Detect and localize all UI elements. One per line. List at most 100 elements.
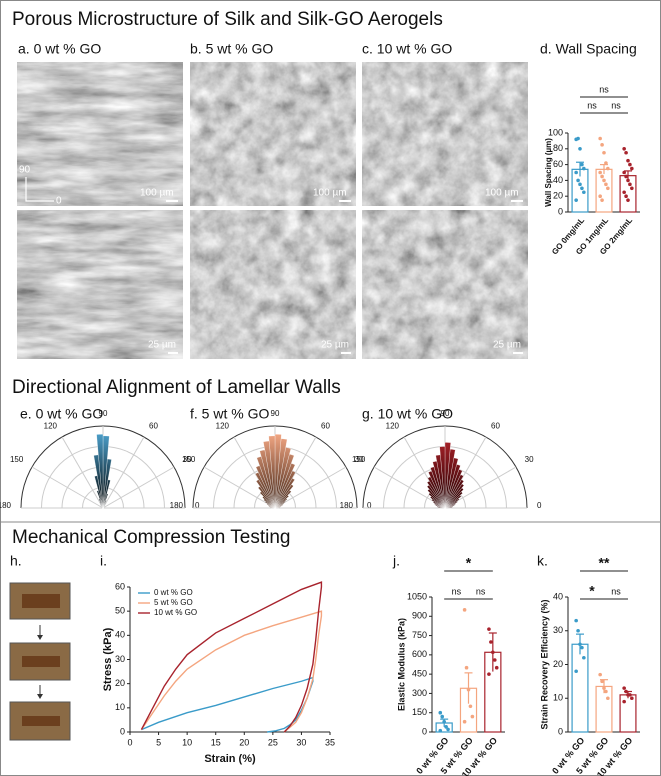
significance-label: * (589, 583, 595, 599)
data-point (576, 178, 580, 183)
orientation-axes (25, 177, 54, 202)
panel-label: d. Wall Spacing (540, 41, 637, 57)
legend-label: 10 wt % GO (154, 608, 197, 617)
significance-label: ns (452, 586, 462, 596)
rose-bar (428, 492, 446, 509)
y-tick-label: 1050 (407, 591, 427, 601)
scale-bar-label: 25 µm (148, 340, 176, 351)
data-point (487, 627, 491, 631)
rose-bar (435, 504, 446, 509)
data-point (578, 147, 582, 151)
rose-bar (444, 442, 451, 509)
data-point (606, 166, 610, 171)
panel-label: j. (392, 553, 400, 569)
significance-label: ns (599, 84, 609, 94)
x-tick-label: 10 (182, 737, 192, 747)
data-point (487, 672, 491, 676)
angle-label: 0 (367, 501, 372, 510)
angle-label: 30 (525, 455, 534, 464)
y-tick-label: 50 (115, 606, 125, 616)
angle-label: 180 (340, 501, 354, 510)
data-point (438, 728, 443, 733)
stress-strain-curve (140, 581, 323, 733)
angle-label: 0 (537, 501, 542, 510)
y-tick-label: 0 (558, 206, 563, 216)
angle-label: 150 (10, 455, 24, 464)
y-tick-label: 0 (422, 726, 427, 736)
grid-spoke (102, 436, 145, 509)
data-point (574, 669, 578, 674)
panel-label: h. (10, 553, 22, 569)
rose-bar (264, 501, 276, 509)
y-axis-label: Strain Recovery Efficiency (%) (539, 599, 549, 729)
data-point (622, 699, 626, 704)
panel-label: i. (100, 553, 107, 569)
angle-label: 180 (0, 501, 12, 510)
sem-image (190, 210, 356, 359)
data-point (438, 710, 443, 715)
data-point (624, 174, 628, 179)
data-point (602, 178, 606, 183)
data-point (492, 658, 497, 662)
legend-label: 0 wt % GO (154, 588, 193, 597)
rose-bar (266, 503, 276, 509)
data-point (602, 150, 606, 155)
grid-spoke (31, 466, 104, 509)
legend-label: 5 wt % GO (154, 598, 193, 607)
data-point (580, 645, 584, 650)
angle-label: 180 (170, 501, 184, 510)
rose-bar (274, 434, 282, 509)
stress-strain-curve (141, 676, 314, 733)
rose-bar (255, 472, 276, 509)
data-point (468, 704, 473, 709)
data-point (626, 178, 630, 183)
data-point (604, 182, 608, 187)
sem-image (17, 62, 183, 206)
data-point (622, 147, 626, 151)
data-point (604, 161, 608, 165)
angle-label: 150 (182, 455, 196, 464)
data-point (598, 136, 602, 141)
angle-label: 0 (195, 501, 200, 510)
data-point (582, 655, 586, 660)
rose-bar (432, 501, 446, 509)
scale-bar-label: 100 µm (313, 188, 347, 199)
data-point (464, 665, 469, 670)
y-tick-label: 40 (115, 630, 125, 640)
y-tick-label: 10 (553, 693, 563, 703)
x-tick-label: 25 (268, 737, 278, 747)
sem-image (190, 62, 356, 206)
data-point (446, 727, 450, 732)
data-point (442, 719, 446, 724)
grid-spoke (61, 436, 104, 509)
data-point (626, 198, 630, 202)
panel-label: c. 10 wt % GO (362, 41, 452, 57)
significance-label: * (466, 555, 472, 571)
scale-bar-label: 25 µm (321, 340, 349, 351)
scale-bar-label: 25 µm (493, 340, 521, 351)
data-point (462, 608, 467, 612)
significance-label: ns (476, 586, 486, 596)
y-tick-label: 30 (553, 625, 563, 635)
y-axis-label: Stress (kPa) (102, 627, 114, 691)
x-tick-label: 35 (325, 737, 335, 747)
y-tick-label: 20 (553, 659, 563, 669)
y-tick-label: 80 (553, 143, 563, 153)
data-point (489, 640, 493, 644)
angle-label: 90 (441, 409, 450, 418)
sample (22, 716, 60, 726)
data-point (470, 714, 475, 719)
y-tick-label: 60 (115, 581, 125, 591)
rose-bar (427, 476, 446, 509)
y-tick-label: 20 (553, 191, 563, 201)
rose-bar (255, 465, 276, 509)
data-point (580, 186, 584, 191)
rose-bar (426, 484, 446, 509)
data-point (604, 689, 608, 694)
data-point (600, 143, 604, 147)
y-tick-label: 100 (548, 127, 563, 137)
x-tick-label: 15 (211, 737, 221, 747)
rose-bar (263, 498, 276, 509)
data-point (606, 696, 610, 701)
data-point (600, 174, 604, 179)
